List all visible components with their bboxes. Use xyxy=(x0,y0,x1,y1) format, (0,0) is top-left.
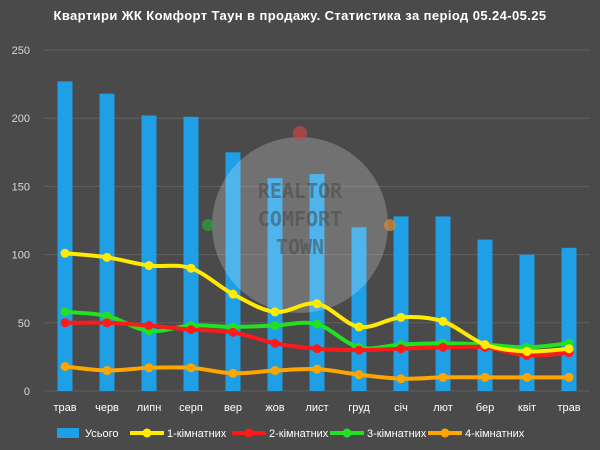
legend-label: 2-кімнатних xyxy=(269,428,329,440)
series-point xyxy=(228,289,238,299)
line-series xyxy=(60,248,574,384)
x-axis: трав черв липн серп вер жов лист груд січ лют бер к… xyxy=(53,402,580,414)
legend-swatch-marker xyxy=(244,428,254,438)
x-tick-label: груд xyxy=(348,402,370,414)
series-point xyxy=(270,321,280,331)
series-point xyxy=(312,299,322,309)
series-point xyxy=(564,372,574,382)
bar xyxy=(183,116,199,391)
watermark: REALTOR COMFORT TOWN xyxy=(202,126,396,313)
series-point xyxy=(60,248,70,258)
legend-swatch-marker xyxy=(142,428,152,438)
bar xyxy=(99,93,115,391)
series-point xyxy=(312,319,322,329)
x-tick-label: трав xyxy=(53,402,76,414)
watermark-left-dot xyxy=(202,219,214,231)
x-tick-label: січ xyxy=(394,402,408,414)
series-point xyxy=(60,361,70,371)
bar xyxy=(561,247,577,391)
series-point xyxy=(102,318,112,328)
x-tick-label: вер xyxy=(224,402,242,414)
series-point xyxy=(228,368,238,378)
series-point xyxy=(396,344,406,354)
bar xyxy=(141,115,157,392)
legend-swatch-bar xyxy=(57,428,79,438)
watermark-line-3: TOWN xyxy=(276,235,324,259)
series-point xyxy=(312,364,322,374)
legend-swatch-marker xyxy=(440,428,450,438)
legend-label: Усього xyxy=(85,428,119,440)
y-axis: 0 50 100 150 200 250 xyxy=(12,45,30,398)
legend-label: 1-кімнатних xyxy=(167,428,227,440)
x-tick-label: квіт xyxy=(518,402,536,414)
series-point xyxy=(228,327,238,337)
y-tick-label: 150 xyxy=(12,181,30,193)
x-tick-label: лист xyxy=(305,402,328,414)
x-tick-label: трав xyxy=(557,402,580,414)
x-tick-label: липн xyxy=(137,402,162,414)
bar xyxy=(477,239,493,391)
series-point xyxy=(396,312,406,322)
series-point xyxy=(480,340,490,350)
series-point xyxy=(186,263,196,273)
series-point xyxy=(60,307,70,317)
series-point xyxy=(144,321,154,331)
series-point xyxy=(186,363,196,373)
bar xyxy=(519,254,535,391)
watermark-line-1: REALTOR xyxy=(258,179,343,203)
series-point xyxy=(102,366,112,376)
series-point xyxy=(60,318,70,328)
y-tick-label: 250 xyxy=(12,45,30,57)
y-tick-label: 200 xyxy=(12,113,30,125)
series-point xyxy=(102,252,112,262)
legend: Усього 1-кімнатних 2-кімнатних 3-кімнатних 4… xyxy=(57,428,525,440)
legend-label: 4-кімнатних xyxy=(465,428,525,440)
series-point xyxy=(354,370,364,380)
bar xyxy=(309,174,325,391)
watermark-disc xyxy=(212,137,388,313)
series-point xyxy=(144,261,154,271)
watermark-right-dot xyxy=(384,219,396,231)
x-tick-label: лют xyxy=(433,402,452,414)
legend-label: 3-кімнатних xyxy=(367,428,427,440)
series-point xyxy=(564,344,574,354)
series-point xyxy=(354,322,364,332)
y-tick-label: 100 xyxy=(12,250,30,262)
y-tick-label: 50 xyxy=(18,318,30,330)
x-tick-label: серп xyxy=(179,402,203,414)
series-point xyxy=(312,344,322,354)
series-point xyxy=(270,338,280,348)
series-point xyxy=(438,372,448,382)
series-point xyxy=(186,325,196,335)
chart-title: Квартири ЖК Комфорт Таун в продажу. Стат… xyxy=(53,8,547,23)
series-point xyxy=(270,307,280,317)
series-point xyxy=(438,342,448,352)
legend-swatch-marker xyxy=(342,428,352,438)
bar xyxy=(393,216,409,391)
watermark-top-dot xyxy=(293,126,307,140)
bar xyxy=(57,81,73,391)
series-point xyxy=(396,374,406,384)
bar xyxy=(435,216,451,391)
watermark-line-2: COMFORT xyxy=(258,207,342,231)
series-point xyxy=(102,311,112,321)
series-point xyxy=(522,372,532,382)
x-tick-label: жов xyxy=(265,402,284,414)
series-point xyxy=(144,363,154,373)
series-point xyxy=(522,346,532,356)
series-point xyxy=(480,372,490,382)
y-tick-label: 0 xyxy=(24,386,30,398)
x-tick-label: бер xyxy=(476,402,494,414)
bar xyxy=(267,178,283,391)
series-point xyxy=(270,366,280,376)
x-tick-label: черв xyxy=(95,402,119,414)
series-point xyxy=(354,345,364,355)
series-point xyxy=(438,316,448,326)
